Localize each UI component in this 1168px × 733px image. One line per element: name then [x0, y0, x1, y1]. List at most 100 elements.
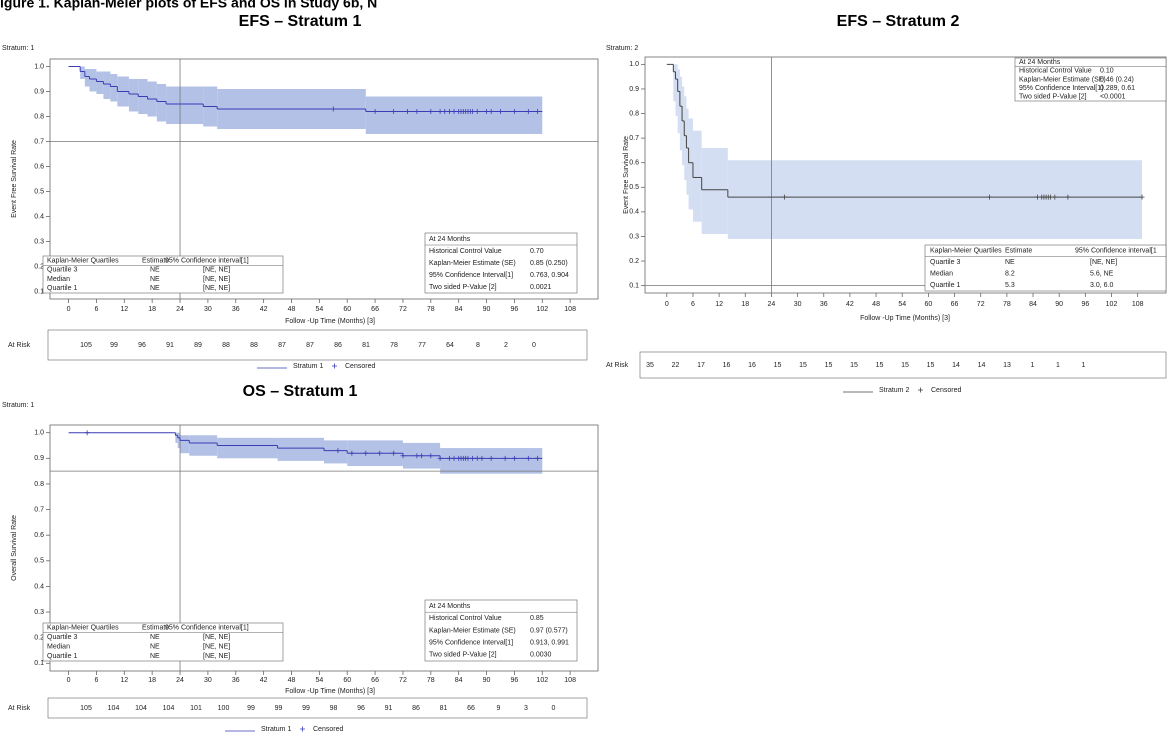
table-cell: Historical Control Value [1019, 68, 1092, 75]
at-risk-label: At Risk [8, 342, 31, 349]
confidence-band [701, 147, 728, 234]
table-cell: NE [150, 634, 160, 641]
legend-label: Censored [931, 387, 961, 394]
y-tick-label: 0.5 [34, 188, 44, 195]
censor-mark [428, 453, 434, 459]
at-risk-count: 15 [774, 362, 782, 369]
at-risk-count: 15 [825, 362, 833, 369]
at-risk-count: 16 [748, 362, 756, 369]
x-tick-label: 78 [427, 677, 435, 684]
table-header: Estimate [142, 625, 169, 632]
legend-label: Stratum 1 [293, 363, 323, 370]
legend-label: Stratum 2 [879, 387, 909, 394]
table-cell: Median [47, 276, 70, 283]
at-risk-count: 13 [1003, 362, 1011, 369]
table-cell: Two sided P-Value [2] [1019, 94, 1087, 101]
at-risk-count: 91 [166, 342, 174, 349]
x-tick-label: 18 [148, 306, 156, 313]
confidence-band [217, 437, 278, 459]
y-tick-label: 0.2 [34, 635, 44, 642]
at-risk-count: 104 [163, 705, 175, 712]
censor-mark [1047, 194, 1053, 200]
confidence-band [84, 69, 90, 87]
at-risk-count: 104 [108, 705, 120, 712]
table-header: 95% Confidence interval[1] [165, 625, 249, 632]
censor-mark [986, 194, 992, 200]
censor-mark [335, 448, 341, 454]
table-cell: 0.913, 0.991 [530, 640, 569, 647]
table-cell: 0.289, 0.61 [1100, 85, 1135, 92]
y-tick-label: 0.3 [629, 233, 639, 240]
confidence-band [688, 118, 693, 210]
at-risk-count: 88 [250, 342, 258, 349]
table-cell: Median [930, 271, 953, 278]
at-risk-count: 105 [80, 705, 92, 712]
x-tick-label: 42 [846, 301, 854, 308]
confidence-band [679, 76, 683, 151]
at-risk-count: 2 [504, 342, 508, 349]
table-cell: 8.2 [1005, 271, 1015, 278]
y-tick-label: 0.1 [629, 282, 639, 289]
table-cell: NE [150, 285, 160, 292]
y-tick-label: 0.3 [34, 238, 44, 245]
table-cell: [NE, NE] [203, 634, 230, 641]
censor-mark [437, 455, 443, 461]
x-axis-label: Follow -Up Time (Months) [3] [285, 318, 375, 325]
censor-mark [488, 455, 494, 461]
at-risk-count: 89 [194, 342, 202, 349]
x-tick-label: 102 [1106, 301, 1118, 308]
table-cell: NE [150, 276, 160, 283]
at24-table [1014, 57, 1167, 102]
confidence-band [177, 432, 181, 449]
censor-mark [446, 109, 452, 114]
x-tick-label: 66 [951, 301, 959, 308]
x-tick-label: 96 [511, 677, 519, 684]
y-tick-label: 0.1 [34, 660, 44, 667]
censor-mark [414, 109, 420, 114]
x-tick-label: 108 [1132, 301, 1144, 308]
table-cell: Kaplan-Meier Estimate (SE) [429, 260, 516, 267]
censor-mark [488, 109, 494, 114]
at-risk-count: 15 [901, 362, 909, 369]
table-cell: 3.0, 6.0 [1090, 282, 1113, 289]
table-cell: [NE, NE] [1090, 259, 1117, 266]
x-tick-label: 102 [536, 677, 548, 684]
x-tick-label: 30 [204, 306, 212, 313]
table-cell: 0.85 (0.250) [530, 260, 568, 267]
table-cell: Quartile 3 [47, 634, 77, 641]
at-risk-count: 14 [978, 362, 986, 369]
table-cell: Kaplan-Meier Estimate (SE) [1019, 76, 1106, 83]
table-cell: Historical Control Value [429, 248, 502, 255]
at-risk-count: 0 [552, 705, 556, 712]
at-risk-count: 0 [532, 342, 536, 349]
table-header: Estimate [142, 257, 169, 264]
confidence-band [365, 96, 543, 134]
confidence-band [324, 440, 348, 464]
confidence-band [277, 437, 324, 461]
legend-label: Censored [345, 363, 375, 370]
x-tick-label: 42 [260, 677, 268, 684]
at-risk-count: 17 [697, 362, 705, 369]
y-tick-label: 0.9 [629, 86, 639, 93]
x-tick-label: 78 [427, 306, 435, 313]
stratum-label: Stratum: 1 [2, 402, 34, 409]
at-risk-count: 99 [110, 342, 118, 349]
x-tick-label: 48 [872, 301, 880, 308]
x-tick-label: 0 [665, 301, 669, 308]
y-axis-label: Event Free Survival Rate [623, 136, 630, 214]
table-cell: 0.97 (0.577) [530, 627, 568, 634]
censor-mark [391, 109, 397, 114]
censor-mark [479, 455, 485, 461]
censor-mark [474, 455, 480, 461]
y-tick-label: 0.5 [34, 558, 44, 565]
table-header: 95% Confidence interval[1] [165, 257, 249, 264]
at-risk-box [47, 329, 588, 361]
y-axis-label: Overall Survival Rate [11, 515, 18, 581]
table-cell: 0.46 (0.24) [1100, 76, 1134, 83]
legend-censor-mark [300, 726, 305, 732]
at-risk-count: 101 [190, 705, 202, 712]
censor-mark [525, 455, 531, 461]
at-risk-count: 78 [390, 342, 398, 349]
censor-mark [511, 109, 517, 114]
